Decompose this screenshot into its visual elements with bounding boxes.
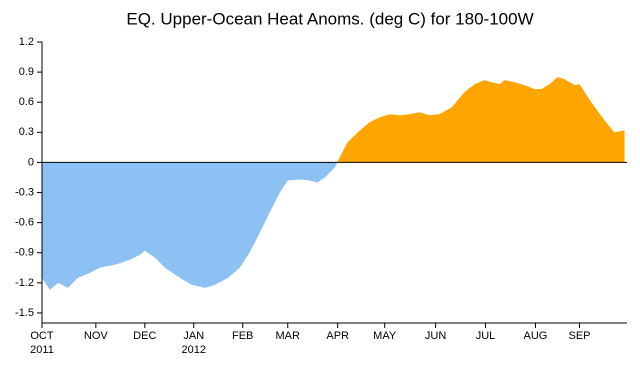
y-tick-label: 0.9 bbox=[19, 66, 34, 78]
x-tick-label: NOV bbox=[84, 330, 109, 342]
x-tick-label: APR bbox=[326, 330, 349, 342]
x-tick-label: FEB bbox=[232, 330, 253, 342]
x-tick-label: MAY bbox=[373, 330, 397, 342]
x-tick-label: DEC bbox=[133, 330, 156, 342]
x-tick-label: MAR bbox=[276, 330, 301, 342]
x-year-label: 2011 bbox=[30, 344, 54, 356]
area bbox=[42, 77, 625, 290]
x-year-label: 2012 bbox=[182, 344, 206, 356]
x-tick-label: JAN bbox=[183, 330, 204, 342]
x-tick-label: JUN bbox=[425, 330, 446, 342]
chart-title: EQ. Upper-Ocean Heat Anoms. (deg C) for … bbox=[126, 9, 533, 28]
x-tick-label: JUL bbox=[476, 330, 496, 342]
x-tick-label: SEP bbox=[569, 330, 591, 342]
y-tick-label: 0.6 bbox=[19, 96, 34, 108]
x-tick-label: AUG bbox=[524, 330, 548, 342]
y-tick-label: -0.3 bbox=[15, 186, 34, 198]
x-tick-label: OCT bbox=[30, 330, 54, 342]
y-tick-label: 0.3 bbox=[19, 126, 34, 138]
y-tick-label: -1.5 bbox=[15, 307, 34, 319]
y-tick-label: 0 bbox=[28, 156, 34, 168]
y-tick-label: -1.2 bbox=[15, 277, 34, 289]
y-tick-label: -0.9 bbox=[15, 247, 34, 259]
y-tick-label: -0.6 bbox=[15, 217, 34, 229]
y-tick-label: 1.2 bbox=[19, 36, 34, 48]
